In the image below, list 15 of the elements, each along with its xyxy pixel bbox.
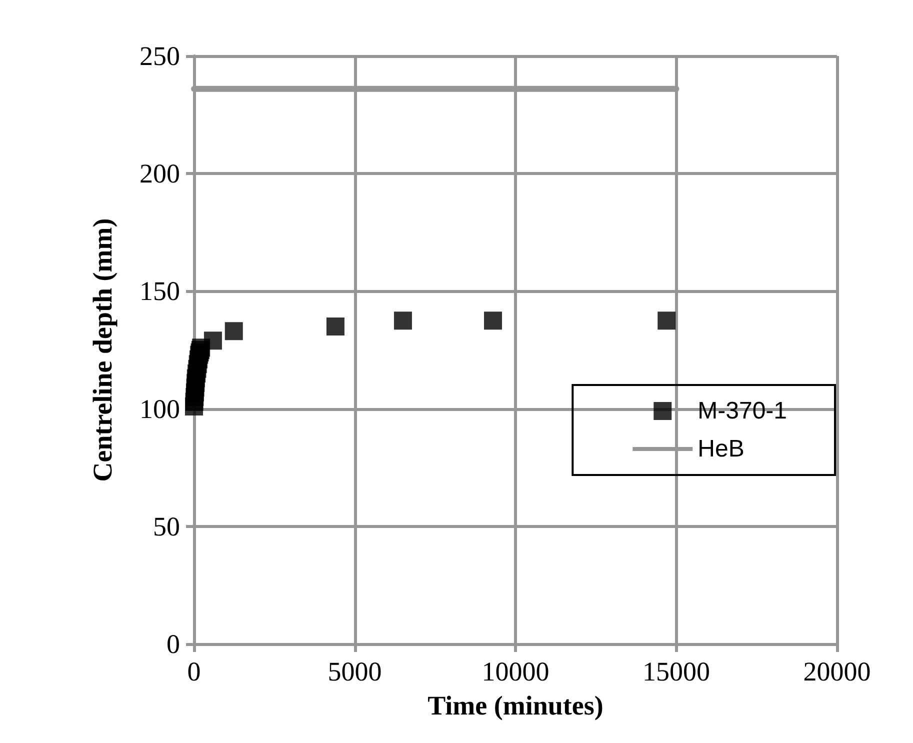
y-tick-label: 0 [166,629,180,659]
y-tick-label: 200 [140,158,180,189]
legend-label: HeB [698,436,744,462]
legend-label: M-370-1 [698,398,788,424]
y-tick-label: 150 [140,276,180,306]
x-axis-title: Time (minutes) [428,690,604,720]
x-tick-label: 10000 [482,656,550,686]
x-tick-label: 15000 [642,656,710,686]
x-tick-label: 5000 [328,656,382,686]
y-tick-label: 250 [140,41,180,71]
y-axis-title: Centreline depth (mm) [88,218,118,482]
y-tick-label: 100 [140,394,180,424]
x-tick-label: 20000 [803,656,871,686]
y-tick-label: 50 [153,511,180,542]
x-tick-label: 0 [187,656,201,686]
